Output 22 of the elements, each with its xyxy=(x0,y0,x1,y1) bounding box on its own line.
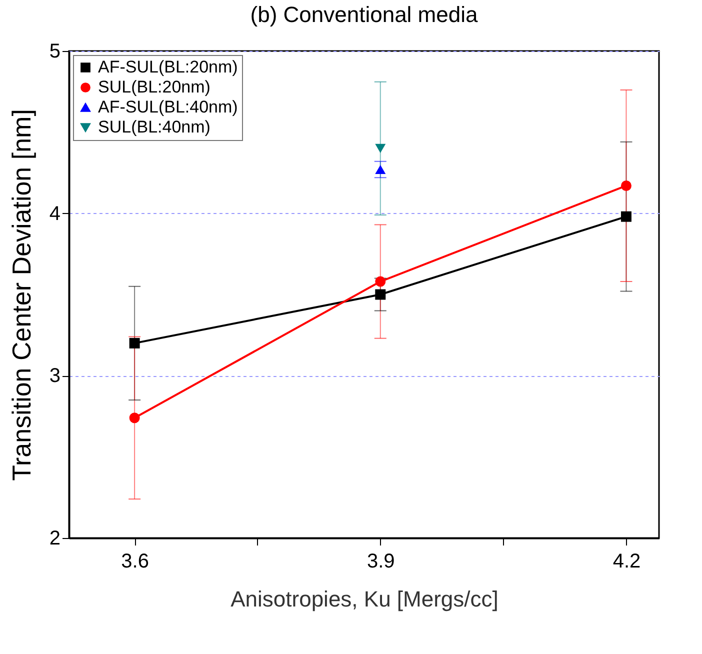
x-axis-title: Anisotropies, Ku [Mergs/cc] xyxy=(230,586,498,612)
x-tick-label: 3.6 xyxy=(121,550,149,572)
legend-label: SUL(BL:40nm) xyxy=(98,118,210,136)
point xyxy=(129,412,140,424)
y-tick-label: 3 xyxy=(49,365,60,388)
legend-label: AF-SUL(BL:40nm) xyxy=(98,98,238,116)
legend-label: AF-SUL(BL:20nm) xyxy=(98,58,238,76)
x-tick-label: 3.9 xyxy=(366,550,395,572)
point xyxy=(375,164,386,174)
point xyxy=(620,211,632,222)
point xyxy=(375,276,386,287)
point xyxy=(375,144,386,153)
legend-label: SUL(BL:20nm) xyxy=(98,78,210,96)
y-tick-label: 2 xyxy=(49,528,60,550)
point xyxy=(375,289,386,300)
y-tick-label: 5 xyxy=(49,40,60,62)
chart-title: (b) Conventional media xyxy=(250,2,478,27)
y-tick-label: 4 xyxy=(49,202,60,225)
x-tick-label: 4.2 xyxy=(612,550,641,572)
y-axis-title: Transition Center Deviation [nm] xyxy=(6,109,36,481)
point xyxy=(129,338,140,348)
point xyxy=(620,180,632,191)
